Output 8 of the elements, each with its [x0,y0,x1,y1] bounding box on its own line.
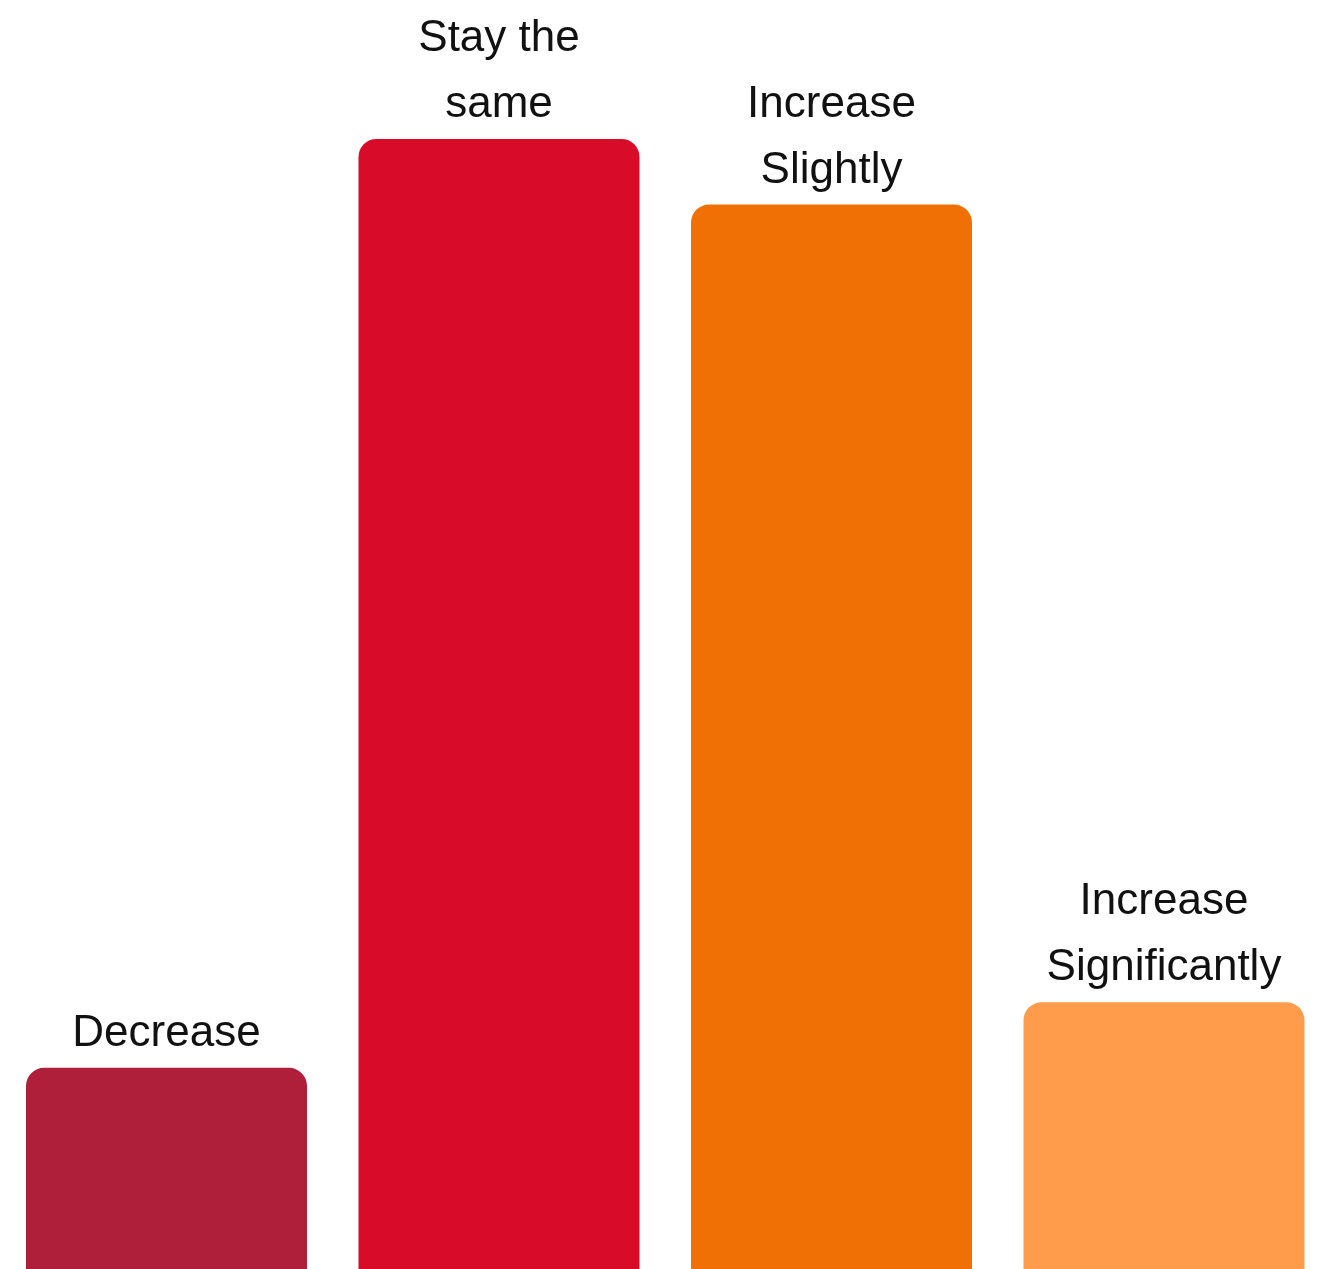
x-tick-label: Stay the same [418,11,580,126]
x-tick-label: Increase Slightly [747,76,916,192]
bar [1023,1002,1305,1269]
x-tick-label: Decrease [72,1005,261,1055]
bar [358,139,640,1269]
bar [26,1067,307,1269]
x-tick-label: Increase Significantly [1046,874,1282,990]
bar [691,204,972,1269]
